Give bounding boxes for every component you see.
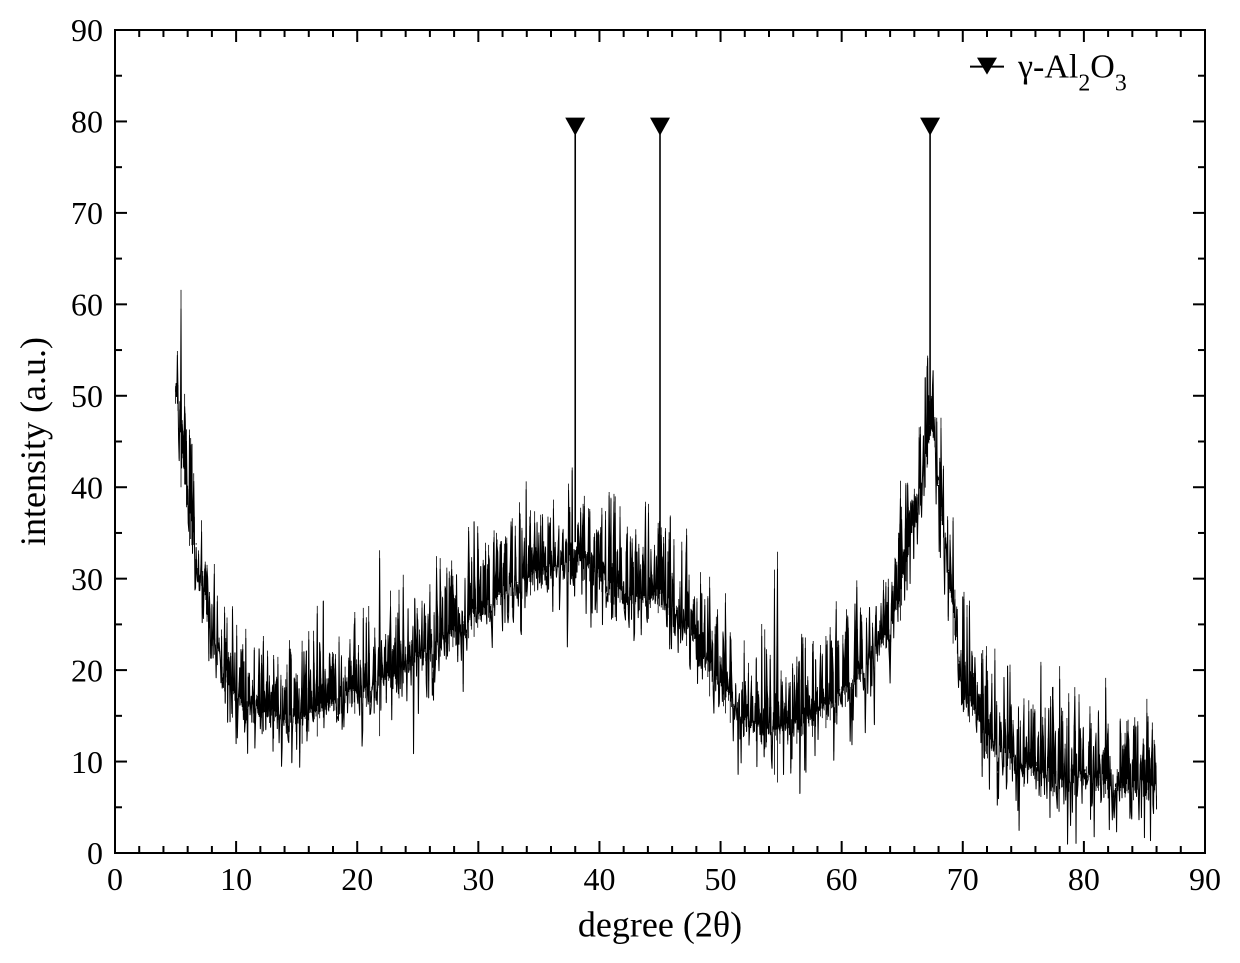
svg-text:0: 0	[87, 835, 103, 871]
svg-text:intensity (a.u.): intensity (a.u.)	[13, 337, 53, 546]
svg-text:70: 70	[947, 861, 979, 897]
svg-text:30: 30	[71, 561, 103, 597]
svg-text:90: 90	[1189, 861, 1221, 897]
svg-text:60: 60	[826, 861, 858, 897]
svg-text:40: 40	[71, 469, 103, 505]
svg-text:20: 20	[71, 652, 103, 688]
svg-text:0: 0	[107, 861, 123, 897]
svg-text:10: 10	[71, 744, 103, 780]
svg-text:80: 80	[1068, 861, 1100, 897]
xrd-chart: 0 10 20 30 40 50 60 70 80 90 0 10 20 30 40 50 60 70 80 90 de…	[0, 0, 1240, 963]
svg-text:20: 20	[341, 861, 373, 897]
chart-svg: 0 10 20 30 40 50 60 70 80 90 0 10 20 30 40 50 60 70 80 90 de…	[0, 0, 1240, 963]
svg-text:50: 50	[705, 861, 737, 897]
svg-text:degree (2θ): degree (2θ)	[578, 905, 742, 945]
svg-text:60: 60	[71, 287, 103, 323]
svg-text:90: 90	[71, 12, 103, 48]
svg-text:80: 80	[71, 104, 103, 140]
svg-text:40: 40	[583, 861, 615, 897]
svg-text:10: 10	[220, 861, 252, 897]
svg-text:50: 50	[71, 378, 103, 414]
svg-text:30: 30	[462, 861, 494, 897]
svg-text:70: 70	[71, 195, 103, 231]
